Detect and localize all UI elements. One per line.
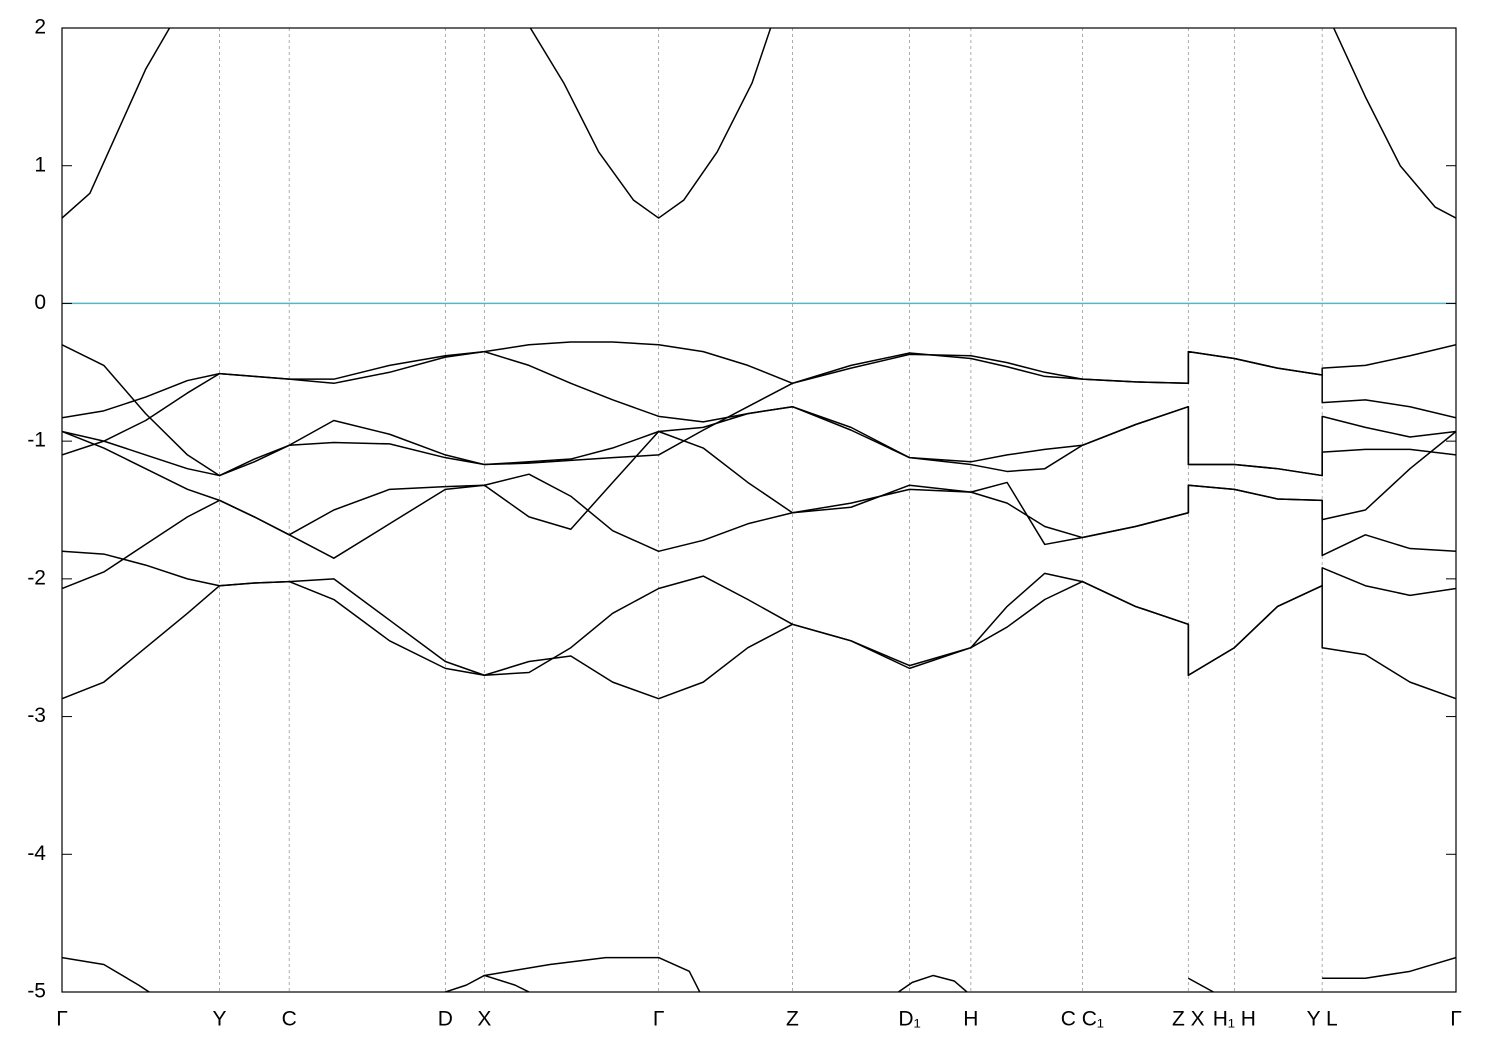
x-tick-label: H [963, 1008, 978, 1031]
band-line [62, 430, 1456, 590]
y-tick-label: -3 [27, 704, 46, 727]
band-line [62, 28, 1456, 219]
x-tick-label: D₁ [898, 1008, 920, 1031]
x-tick-label: C [282, 1008, 297, 1031]
x-tick-label: Y [213, 1008, 227, 1031]
x-tick-label: Z X [1172, 1008, 1205, 1031]
plot-frame [61, 27, 1457, 993]
y-tick-label: -5 [27, 980, 46, 1003]
axis-labels: -5 -4 -3 -2 -1 0 1 2 Γ Y C D X Γ Z D₁ H C C₁ Z X H₁ H Y L Γ [27, 16, 1461, 1031]
band-line [62, 350, 1456, 477]
band-line [62, 575, 1456, 700]
plot-area [62, 28, 1456, 992]
x-tick-label: Γ [56, 1008, 68, 1031]
x-tick-label: X [477, 1008, 491, 1031]
y-tick-label: -2 [27, 566, 46, 589]
x-tick-label: Z [786, 1008, 799, 1031]
y-tick-label: -4 [27, 842, 46, 865]
x-tick-label: Γ [653, 1008, 665, 1031]
x-tick-label: Y L [1307, 1008, 1338, 1031]
y-tick-label: 1 [34, 153, 46, 176]
x-tick-label: D [438, 1008, 453, 1031]
band-line [62, 956, 1456, 992]
x-tick-label: Γ [1450, 1008, 1462, 1031]
x-tick-label: C C₁ [1061, 1008, 1104, 1031]
y-tick-label: 0 [34, 291, 46, 314]
x-tick-label: H₁ H [1213, 1008, 1256, 1031]
y-tick-label: -1 [27, 429, 46, 452]
y-tick-label: 2 [34, 16, 46, 39]
